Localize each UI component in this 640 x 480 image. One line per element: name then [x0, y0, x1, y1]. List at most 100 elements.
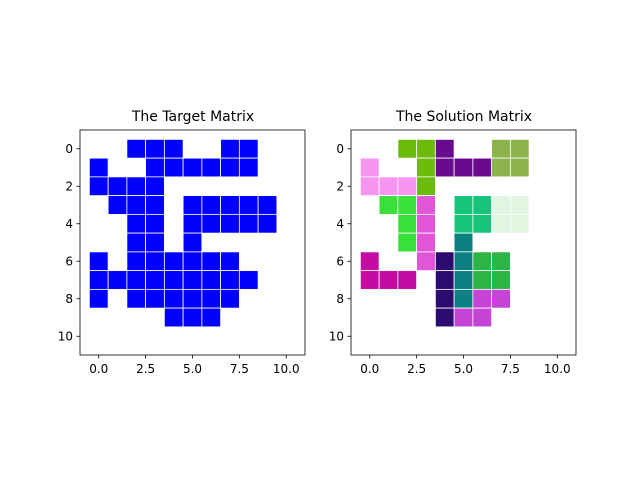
target-matrix-cell — [201, 251, 222, 272]
target-matrix-x-tick-label: 10.0 — [273, 362, 300, 376]
solution-matrix-y-tick-label: 0 — [336, 142, 344, 156]
target-matrix-cell — [88, 251, 109, 272]
target-matrix-y-tick-label: 10 — [58, 329, 73, 343]
target-matrix-cell — [126, 288, 147, 309]
solution-matrix-piece-10-cell — [453, 270, 474, 290]
solution-matrix-piece-5-cell — [416, 232, 436, 253]
target-matrix-cell — [220, 213, 240, 234]
target-matrix-y-tick-label: 8 — [65, 292, 73, 306]
target-matrix-cell — [182, 288, 203, 309]
target-matrix-cell — [126, 270, 147, 290]
target-matrix-cell — [238, 138, 259, 159]
target-matrix-y-tick-label: 2 — [65, 179, 73, 193]
solution-matrix-piece-4-cell — [378, 195, 399, 215]
target-matrix-cell — [126, 195, 147, 215]
solution-matrix-y-tick-label: 4 — [336, 217, 344, 231]
target-matrix-cell — [220, 195, 240, 215]
solution-matrix-piece-6-cell — [472, 213, 493, 234]
solution-matrix-piece-1-cell — [453, 157, 474, 178]
solution-matrix-piece-3-cell — [397, 176, 418, 197]
solution-matrix-piece-0-cell — [416, 157, 436, 178]
solution-matrix-piece-3-cell — [359, 176, 380, 197]
target-matrix-cell — [88, 176, 109, 197]
solution-matrix-piece-6-cell — [453, 213, 474, 234]
target-matrix-cell — [182, 195, 203, 215]
target-matrix-x-axis: 0.0 2.5 5.0 7.5 10.0 — [89, 355, 300, 376]
target-matrix-x-tick-label: 2.5 — [136, 362, 155, 376]
target-matrix-cell — [163, 251, 184, 272]
solution-matrix-x-tick-label: 7.5 — [501, 362, 520, 376]
solution-matrix-y-tick-label: 2 — [336, 179, 344, 193]
solution-matrix-piece-11-cell — [491, 251, 511, 272]
solution-matrix-plot: The Solution Matrix 0.0 2.5 5.0 7.5 10.0 0 2 4… — [329, 109, 577, 376]
target-matrix-cell — [88, 288, 109, 309]
solution-matrix-piece-7-cell — [509, 195, 530, 215]
target-matrix-cells — [88, 138, 278, 328]
solution-matrix-cells — [359, 138, 530, 328]
target-matrix-cell — [107, 176, 128, 197]
solution-matrix-piece-9-cell — [434, 307, 455, 328]
target-matrix-cell — [126, 138, 147, 159]
solution-matrix-piece-7-cell — [491, 213, 511, 234]
target-matrix-cell — [182, 270, 203, 290]
target-matrix-cell — [126, 232, 147, 253]
target-matrix-cell — [201, 195, 222, 215]
solution-matrix-piece-12-cell — [453, 307, 474, 328]
target-matrix-cell — [220, 288, 240, 309]
target-matrix-cell — [88, 270, 109, 290]
target-matrix-cell — [201, 288, 222, 309]
target-matrix-y-tick-label: 4 — [65, 217, 73, 231]
target-matrix-cell — [238, 157, 259, 178]
solution-matrix-piece-4-cell — [397, 195, 418, 215]
target-matrix-cell — [201, 270, 222, 290]
solution-matrix-piece-1-cell — [434, 138, 455, 159]
target-matrix-cell — [163, 270, 184, 290]
solution-matrix-piece-0-cell — [416, 176, 436, 197]
target-matrix-cell — [238, 213, 259, 234]
target-matrix-cell — [257, 195, 278, 215]
target-matrix-cell — [107, 195, 128, 215]
solution-matrix-piece-0-cell — [397, 138, 418, 159]
solution-matrix-piece-2-cell — [509, 157, 530, 178]
target-matrix-cell — [220, 270, 240, 290]
solution-matrix-piece-9-cell — [434, 288, 455, 309]
solution-matrix-piece-8-cell — [359, 270, 380, 290]
solution-matrix-piece-2-cell — [491, 138, 511, 159]
solution-matrix-piece-0-cell — [416, 138, 436, 159]
target-matrix-cell — [182, 251, 203, 272]
solution-matrix-piece-9-cell — [434, 251, 455, 272]
solution-matrix-piece-12-cell — [491, 288, 511, 309]
target-matrix-cell — [182, 213, 203, 234]
solution-matrix-x-tick-label: 5.0 — [454, 362, 473, 376]
target-matrix-cell — [145, 288, 165, 309]
solution-matrix-x-tick-label: 0.0 — [360, 362, 379, 376]
target-matrix-cell — [163, 288, 184, 309]
solution-matrix-piece-11-cell — [472, 270, 493, 290]
solution-matrix-piece-10-cell — [453, 232, 474, 253]
target-matrix-cell — [201, 307, 222, 328]
solution-matrix-piece-8-cell — [397, 270, 418, 290]
target-matrix-x-tick-label: 7.5 — [230, 362, 249, 376]
solution-matrix-piece-2-cell — [491, 157, 511, 178]
solution-matrix-piece-2-cell — [509, 138, 530, 159]
solution-matrix-piece-1-cell — [472, 157, 493, 178]
target-matrix-x-tick-label: 0.0 — [89, 362, 108, 376]
solution-matrix-piece-11-cell — [491, 270, 511, 290]
target-matrix-cell — [126, 213, 147, 234]
solution-matrix-piece-10-cell — [453, 251, 474, 272]
solution-matrix-piece-4-cell — [397, 232, 418, 253]
target-matrix-cell — [182, 307, 203, 328]
target-matrix-title: The Target Matrix — [131, 109, 254, 125]
solution-matrix-y-tick-label: 10 — [329, 329, 344, 343]
target-matrix-cell — [88, 157, 109, 178]
target-matrix-cell — [182, 232, 203, 253]
solution-matrix-piece-4-cell — [397, 213, 418, 234]
solution-matrix-piece-7-cell — [509, 213, 530, 234]
target-matrix-cell — [238, 195, 259, 215]
solution-matrix-piece-7-cell — [491, 195, 511, 215]
target-matrix-cell — [126, 251, 147, 272]
target-matrix-cell — [220, 251, 240, 272]
solution-matrix-x-tick-label: 2.5 — [407, 362, 426, 376]
target-matrix-plot: The Target Matrix 0.0 2.5 5.0 7.5 10.0 0 2 4 6 8… — [58, 109, 306, 376]
